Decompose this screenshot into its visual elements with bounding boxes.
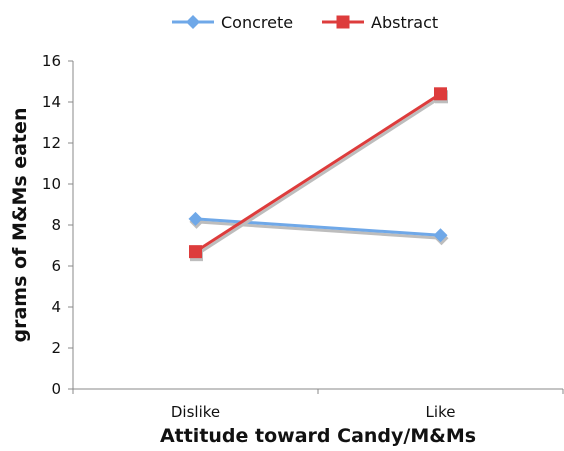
y-tick-label: 10 xyxy=(42,175,61,193)
x-tick-label: Like xyxy=(426,403,456,421)
y-tick-label: 2 xyxy=(51,339,61,357)
y-tick-label: 4 xyxy=(51,298,61,316)
series-line xyxy=(194,92,442,253)
legend-item-abstract: Abstract xyxy=(322,13,438,32)
y-tick-label: 8 xyxy=(51,216,61,234)
legend-label: Abstract xyxy=(371,13,438,32)
y-tick-label: 14 xyxy=(42,93,61,111)
x-tick-label: Dislike xyxy=(171,403,220,421)
legend-marker xyxy=(186,15,200,29)
y-tick-label: 0 xyxy=(51,380,61,398)
y-axis-title: grams of M&Ms eaten xyxy=(9,108,31,343)
series-line-shadow xyxy=(195,95,443,256)
legend: Concrete Abstract xyxy=(172,13,438,32)
y-tick-label: 16 xyxy=(42,52,61,70)
series-line xyxy=(195,217,441,237)
legend-label: Concrete xyxy=(221,13,293,32)
series-layer xyxy=(188,87,449,262)
legend-item-concrete: Concrete xyxy=(172,13,293,32)
x-axis: Dislike Like xyxy=(72,388,564,421)
x-axis-title: Attitude toward Candy/M&Ms xyxy=(160,425,476,447)
y-tick-label: 12 xyxy=(42,134,61,152)
y-axis: 0 2 4 6 8 10 12 14 16 xyxy=(42,52,74,398)
data-point xyxy=(188,211,203,226)
y-tick-label: 6 xyxy=(51,257,61,275)
data-point xyxy=(189,245,202,259)
series-abstract xyxy=(189,87,448,262)
series-concrete xyxy=(188,211,449,246)
legend-marker xyxy=(336,15,350,29)
data-point xyxy=(434,87,447,101)
data-point xyxy=(433,228,448,243)
